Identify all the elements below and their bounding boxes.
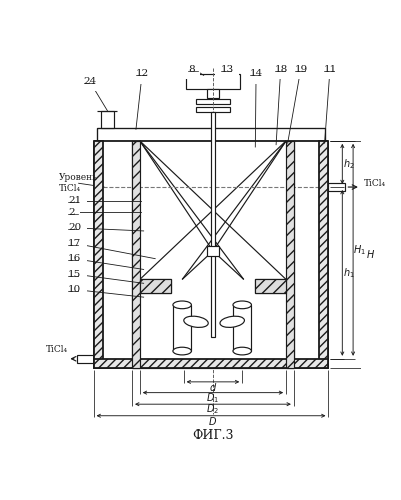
Text: 19: 19 <box>294 64 307 74</box>
Text: $h_1$: $h_1$ <box>342 266 354 280</box>
Ellipse shape <box>219 316 244 328</box>
Text: ФИГ.3: ФИГ.3 <box>192 430 233 442</box>
Text: TiCl₄: TiCl₄ <box>363 178 385 188</box>
Bar <box>255 280 286 293</box>
Text: TiCl₄: TiCl₄ <box>46 345 68 354</box>
Ellipse shape <box>172 347 191 355</box>
Bar <box>211 112 215 337</box>
Text: 18: 18 <box>274 64 287 74</box>
Bar <box>328 183 344 191</box>
Bar <box>196 107 229 112</box>
Text: 12: 12 <box>136 70 149 78</box>
Bar <box>318 141 328 368</box>
Bar <box>77 355 93 362</box>
Text: Уровень: Уровень <box>59 174 98 182</box>
Ellipse shape <box>233 347 251 355</box>
Ellipse shape <box>172 301 191 308</box>
Bar <box>206 246 219 256</box>
Bar <box>196 98 229 104</box>
Text: $D$: $D$ <box>208 415 217 427</box>
Text: 8: 8 <box>188 64 194 74</box>
Text: $D_2$: $D_2$ <box>206 402 219 416</box>
Bar <box>97 128 324 141</box>
Text: $D_1$: $D_1$ <box>206 391 219 405</box>
Bar <box>103 141 318 359</box>
Text: 24: 24 <box>83 77 97 86</box>
Bar <box>93 141 103 368</box>
Text: TiCl₄: TiCl₄ <box>59 184 81 193</box>
Text: 21: 21 <box>68 196 81 205</box>
Text: $H$: $H$ <box>365 248 375 260</box>
Bar <box>233 305 251 351</box>
Text: $H_1$: $H_1$ <box>352 243 365 256</box>
Text: 16: 16 <box>68 254 81 263</box>
Bar <box>140 280 170 293</box>
Text: 13: 13 <box>220 64 233 74</box>
Bar <box>93 359 328 368</box>
Text: 15: 15 <box>68 270 81 278</box>
Text: $h_2$: $h_2$ <box>342 157 353 171</box>
Text: 20: 20 <box>68 224 81 232</box>
Bar <box>101 111 113 128</box>
Bar <box>206 90 219 98</box>
Bar <box>186 74 239 90</box>
Bar <box>172 305 191 351</box>
Bar <box>132 141 140 368</box>
Text: 17: 17 <box>68 239 81 248</box>
Bar <box>286 141 293 368</box>
Text: 10: 10 <box>68 285 81 294</box>
Text: 2: 2 <box>68 208 75 217</box>
Text: 11: 11 <box>323 64 336 74</box>
Ellipse shape <box>183 316 208 328</box>
Text: $d$: $d$ <box>208 381 217 393</box>
Text: 14: 14 <box>249 70 263 78</box>
Ellipse shape <box>233 301 251 308</box>
